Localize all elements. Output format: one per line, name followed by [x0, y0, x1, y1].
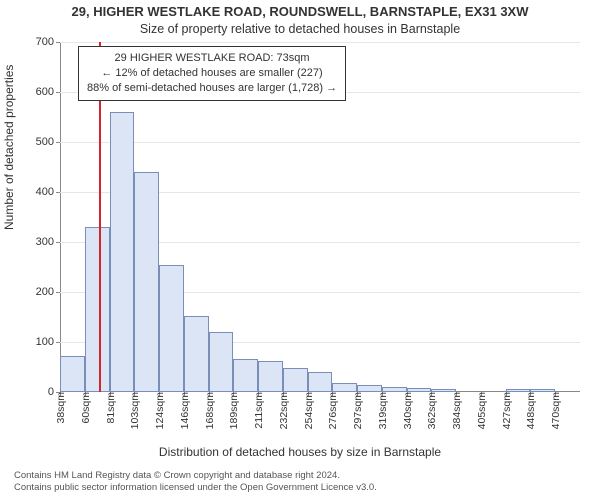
xtick-label: 470sqm	[548, 392, 562, 429]
ytick-label: 700	[36, 36, 60, 48]
xtick-label: 448sqm	[523, 392, 537, 429]
xtick-label: 146sqm	[177, 392, 191, 429]
histogram-bar	[233, 359, 258, 392]
info-box-line3: 88% of semi-detached houses are larger (…	[87, 81, 337, 96]
histogram-bar	[184, 316, 209, 392]
xtick-label: 232sqm	[276, 392, 290, 429]
gridline-h	[60, 42, 580, 43]
histogram-bar	[110, 112, 135, 392]
xtick-label: 362sqm	[424, 392, 438, 429]
ytick-label: 400	[36, 186, 60, 198]
chart-title-line1: 29, HIGHER WESTLAKE ROAD, ROUNDSWELL, BA…	[0, 4, 600, 19]
xtick-label: 319sqm	[375, 392, 389, 429]
y-axis-label: Number of detached properties	[2, 65, 16, 230]
histogram-bar	[209, 332, 234, 392]
chart-title-line2: Size of property relative to detached ho…	[0, 22, 600, 36]
xtick-label: 297sqm	[350, 392, 364, 429]
xtick-label: 254sqm	[301, 392, 315, 429]
xtick-label: 168sqm	[202, 392, 216, 429]
xtick-label: 124sqm	[152, 392, 166, 429]
histogram-bar	[60, 356, 85, 392]
x-axis-label: Distribution of detached houses by size …	[0, 445, 600, 459]
histogram-bar	[357, 385, 382, 392]
histogram-bar	[283, 368, 308, 392]
xtick-label: 276sqm	[325, 392, 339, 429]
xtick-label: 60sqm	[78, 392, 92, 424]
gridline-h	[60, 142, 580, 143]
attribution-line2: Contains public sector information licen…	[14, 482, 377, 494]
histogram-bar	[332, 383, 357, 392]
ytick-label: 500	[36, 136, 60, 148]
info-box-line2: ← 12% of detached houses are smaller (22…	[87, 66, 337, 81]
attribution-line1: Contains HM Land Registry data © Crown c…	[14, 470, 377, 482]
xtick-label: 340sqm	[400, 392, 414, 429]
attribution-text: Contains HM Land Registry data © Crown c…	[14, 470, 377, 494]
histogram-bar	[85, 227, 110, 392]
xtick-label: 38sqm	[53, 392, 67, 424]
ytick-label: 600	[36, 86, 60, 98]
xtick-label: 81sqm	[103, 392, 117, 424]
chart-container: 29, HIGHER WESTLAKE ROAD, ROUNDSWELL, BA…	[0, 0, 600, 500]
histogram-bar	[308, 372, 333, 392]
xtick-label: 384sqm	[449, 392, 463, 429]
info-box-line1: 29 HIGHER WESTLAKE ROAD: 73sqm	[87, 51, 337, 66]
histogram-bar	[159, 265, 184, 393]
ytick-label: 100	[36, 336, 60, 348]
ytick-label: 200	[36, 286, 60, 298]
histogram-bar	[258, 361, 283, 392]
plot-area: 010020030040050060070038sqm60sqm81sqm103…	[60, 42, 580, 392]
xtick-label: 405sqm	[474, 392, 488, 429]
info-box: 29 HIGHER WESTLAKE ROAD: 73sqm← 12% of d…	[78, 46, 346, 101]
histogram-bar	[134, 172, 159, 392]
xtick-label: 427sqm	[499, 392, 513, 429]
xtick-label: 211sqm	[251, 392, 265, 429]
xtick-label: 103sqm	[127, 392, 141, 429]
xtick-label: 189sqm	[226, 392, 240, 429]
ytick-label: 300	[36, 236, 60, 248]
